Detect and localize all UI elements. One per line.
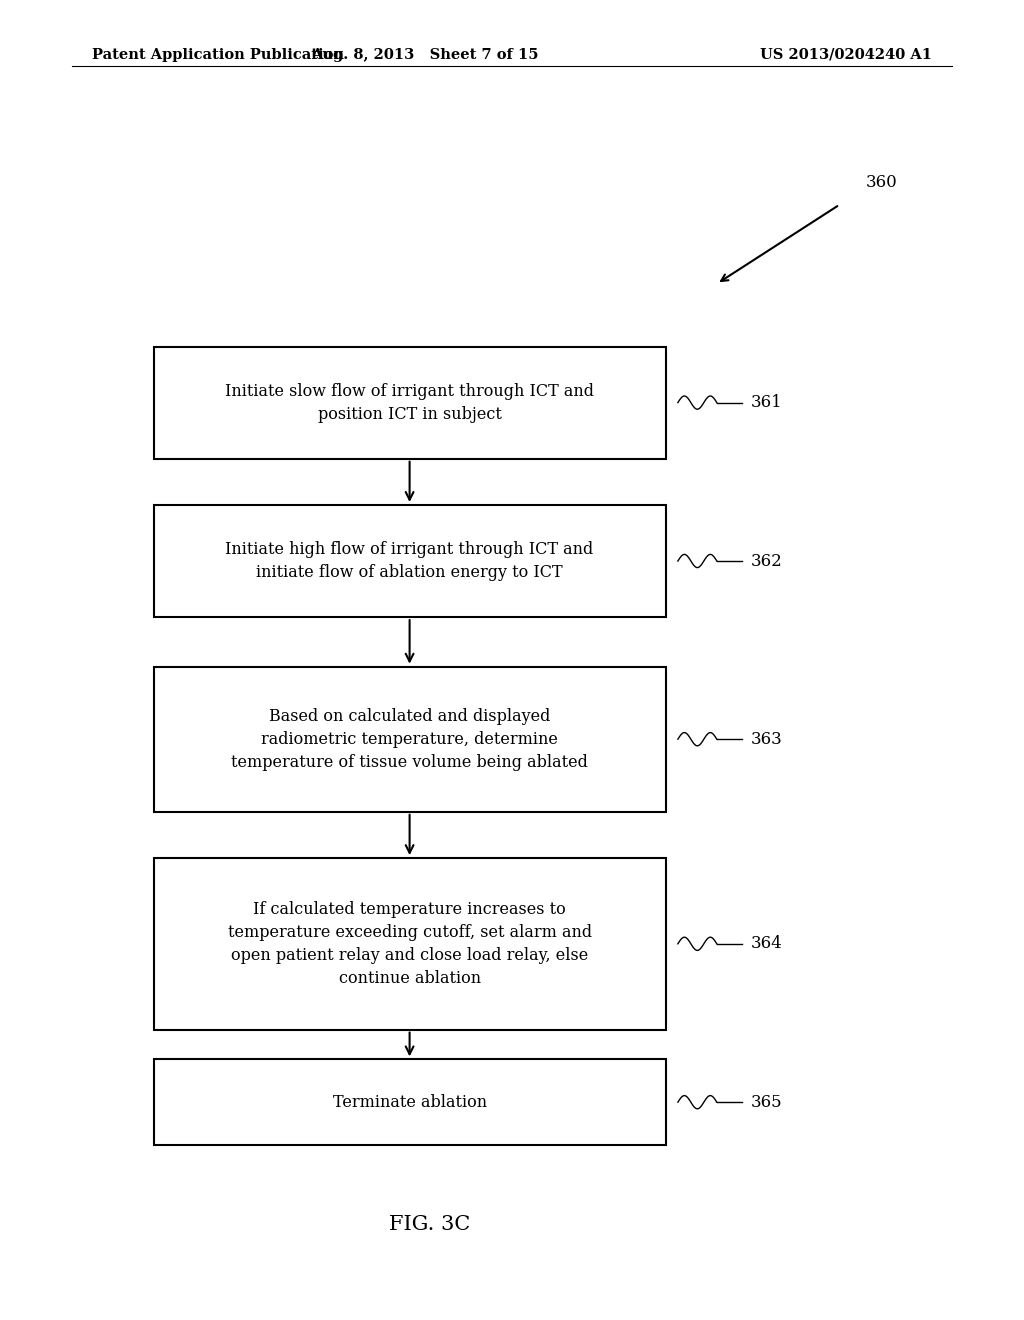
Bar (154, 506, 666, 618)
Text: 363: 363 (751, 731, 782, 747)
Bar (154, 667, 666, 812)
Text: If calculated temperature increases to
temperature exceeding cutoff, set alarm a: If calculated temperature increases to t… (227, 902, 592, 986)
Text: Patent Application Publication: Patent Application Publication (92, 48, 344, 62)
Text: 365: 365 (751, 1094, 782, 1110)
Bar (154, 1059, 666, 1144)
Text: 364: 364 (751, 936, 782, 952)
Text: Aug. 8, 2013   Sheet 7 of 15: Aug. 8, 2013 Sheet 7 of 15 (311, 48, 539, 62)
Text: 361: 361 (751, 395, 782, 411)
Text: Based on calculated and displayed
radiometric temperature, determine
temperature: Based on calculated and displayed radiom… (231, 708, 588, 771)
Text: Terminate ablation: Terminate ablation (333, 1094, 486, 1110)
Bar (154, 347, 666, 459)
Text: US 2013/0204240 A1: US 2013/0204240 A1 (760, 48, 932, 62)
Text: Initiate high flow of irrigant through ICT and
initiate flow of ablation energy : Initiate high flow of irrigant through I… (225, 541, 594, 581)
Text: 362: 362 (751, 553, 782, 569)
Text: 360: 360 (865, 174, 897, 191)
Text: Initiate slow flow of irrigant through ICT and
position ICT in subject: Initiate slow flow of irrigant through I… (225, 383, 594, 422)
Text: FIG. 3C: FIG. 3C (389, 1216, 471, 1234)
Bar (154, 858, 666, 1030)
